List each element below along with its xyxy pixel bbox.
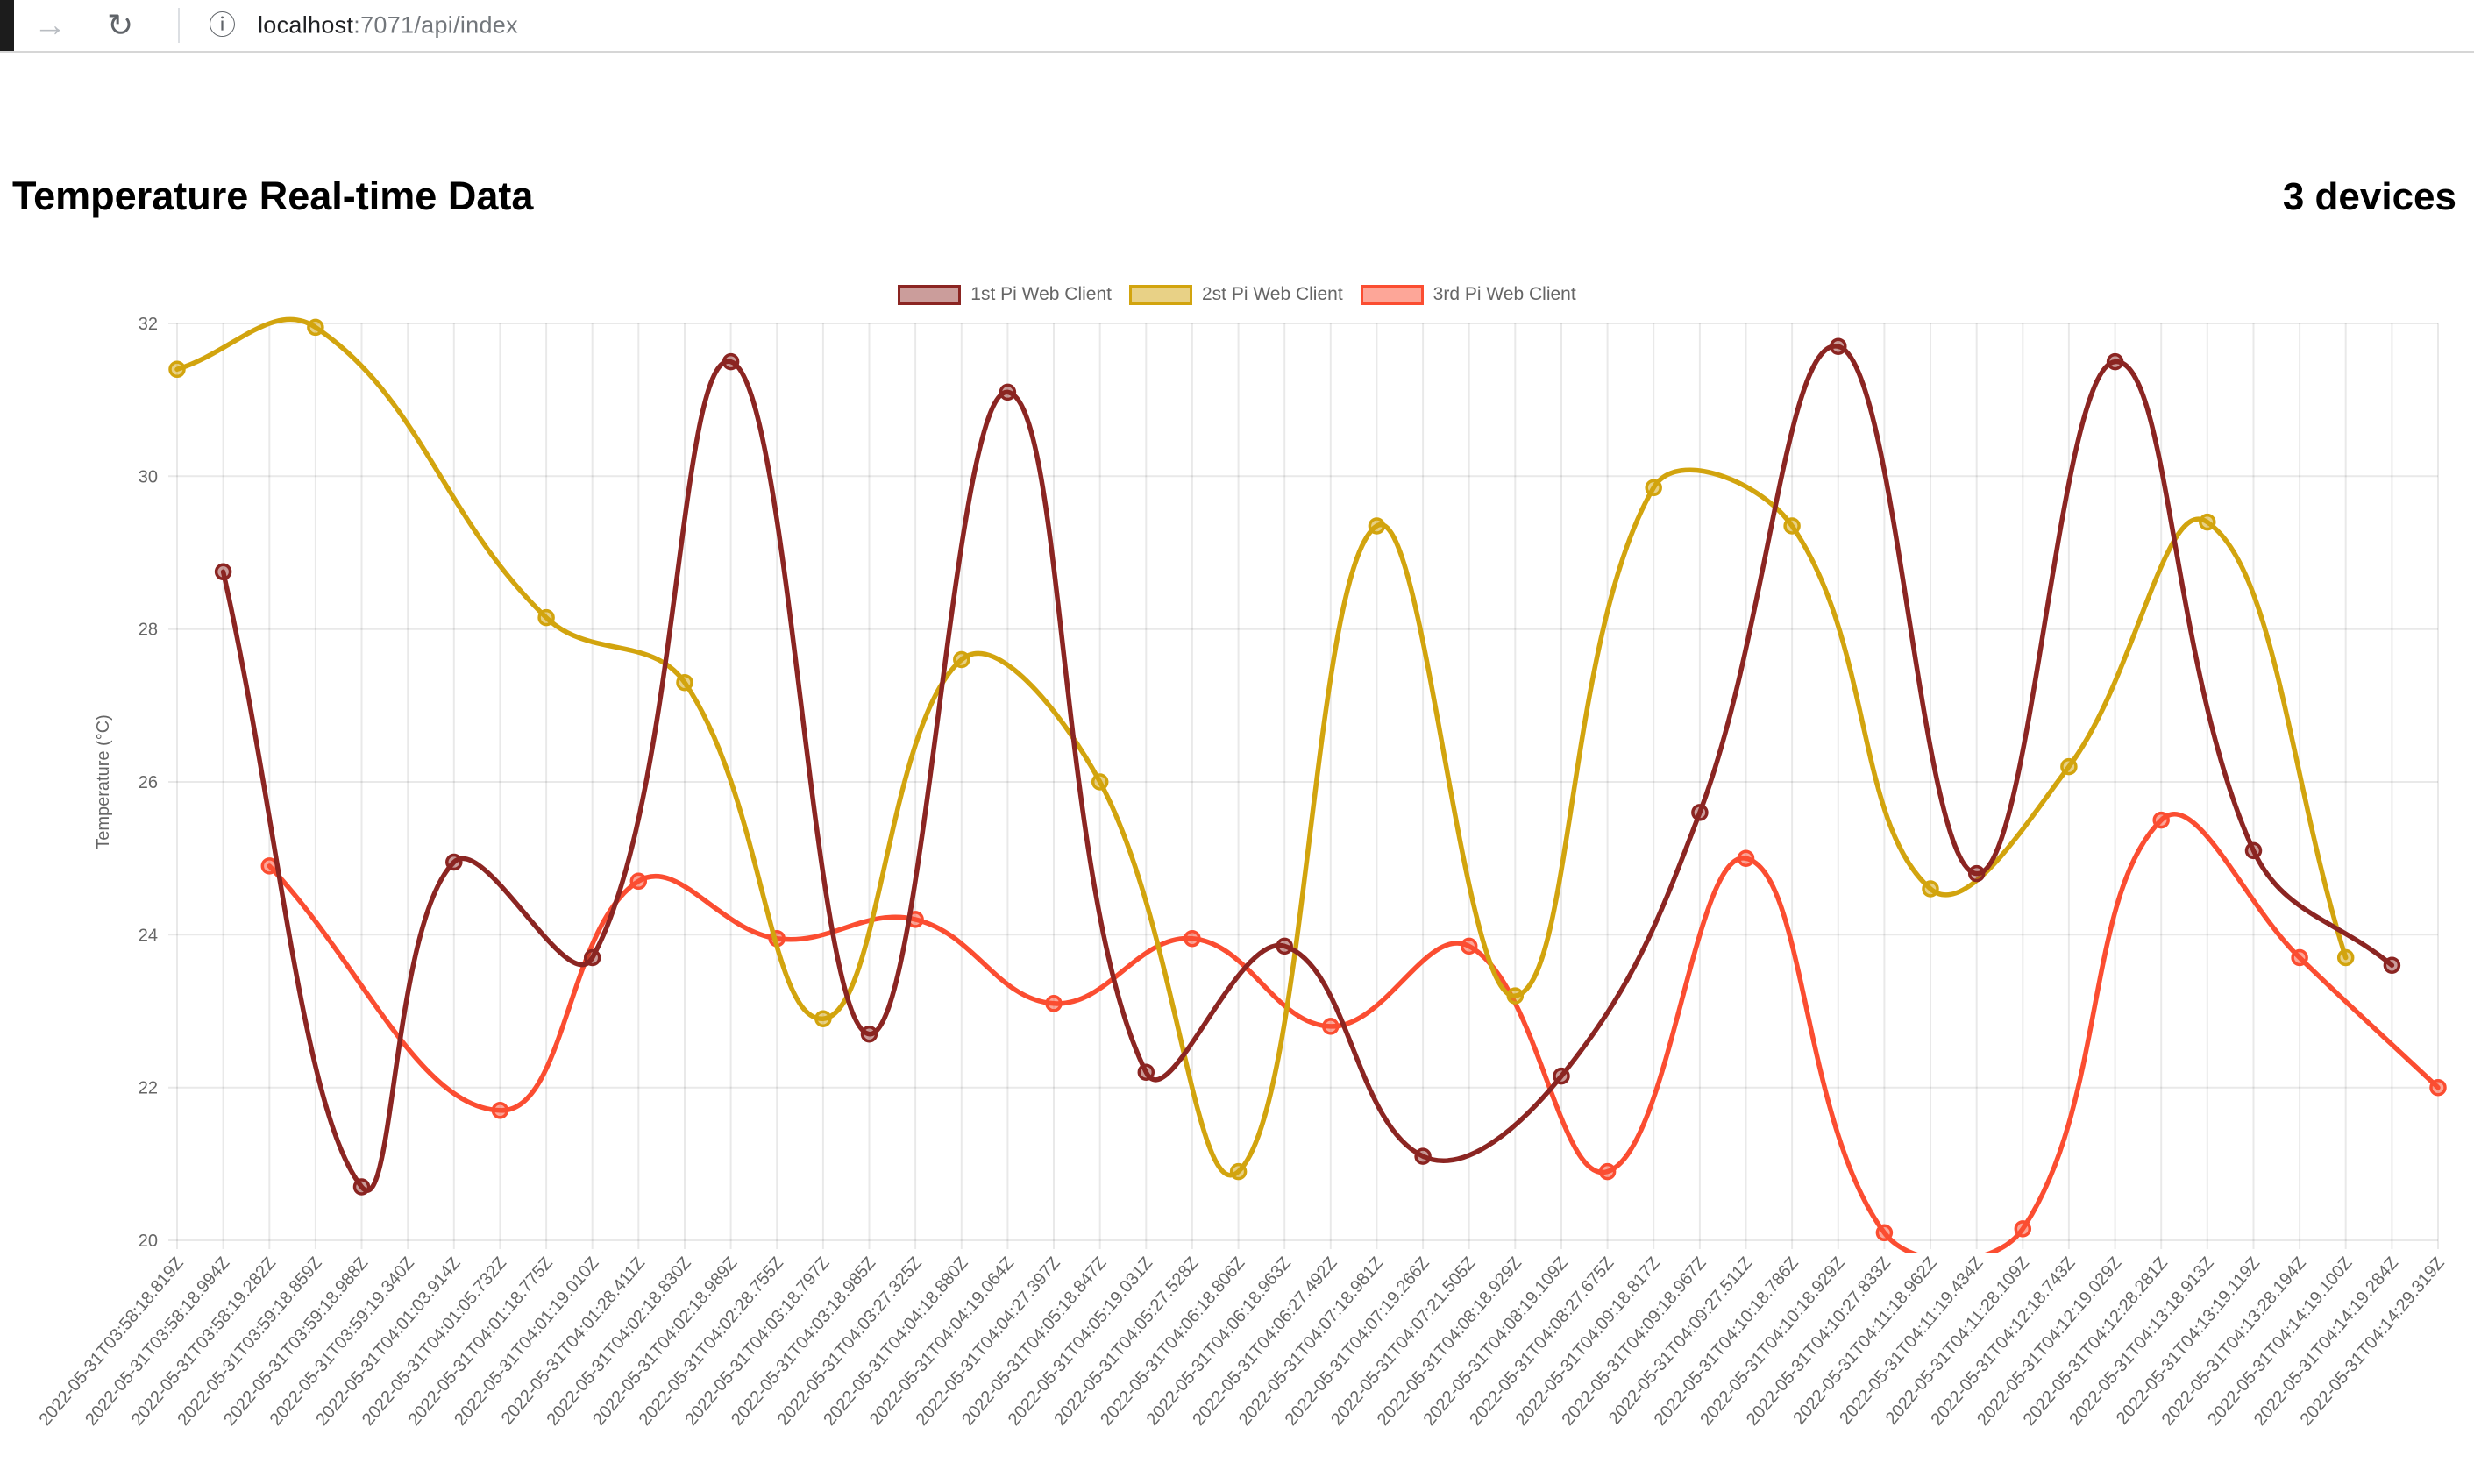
data-point[interactable] <box>2152 811 2170 829</box>
data-point[interactable] <box>2336 948 2355 967</box>
data-point[interactable] <box>214 563 232 581</box>
legend-item[interactable]: 1st Pi Web Client <box>898 284 1112 305</box>
toolbar-divider <box>178 8 180 43</box>
data-point[interactable] <box>307 318 324 337</box>
svg-text:20: 20 <box>139 1232 158 1251</box>
series-line <box>220 344 2395 1193</box>
data-point[interactable] <box>1045 995 1063 1012</box>
legend-swatch <box>1360 284 1424 305</box>
page-header: Temperature Real-time Data 3 devices <box>12 174 2456 219</box>
forward-icon[interactable]: → <box>33 7 67 44</box>
x-axis-tick-labels: 2022-05-31T03:58:18.819Z2022-05-31T03:58… <box>35 1253 2448 1430</box>
data-point[interactable] <box>2383 956 2401 974</box>
svg-text:26: 26 <box>139 773 158 792</box>
legend-swatch <box>898 284 962 305</box>
data-point[interactable] <box>1229 1162 1248 1181</box>
data-point[interactable] <box>1506 987 1525 1005</box>
url-host: localhost <box>258 11 354 39</box>
data-point[interactable] <box>814 1010 832 1027</box>
series-line <box>174 316 2349 1178</box>
data-point[interactable] <box>1783 517 1801 535</box>
data-point[interactable] <box>860 1025 878 1043</box>
data-point[interactable] <box>629 872 648 891</box>
series-3rd-pi-web-client <box>260 811 2447 1253</box>
data-point[interactable] <box>1322 1018 1340 1035</box>
chart-legend: 1st Pi Web Client 2st Pi Web Client 3rd Pi… <box>0 284 2474 305</box>
series-1st-pi-web-client <box>214 337 2401 1196</box>
data-point[interactable] <box>1460 937 1478 955</box>
data-point[interactable] <box>676 673 693 692</box>
data-point[interactable] <box>168 360 186 379</box>
data-point[interactable] <box>537 608 555 627</box>
page-title: Temperature Real-time Data <box>12 174 534 218</box>
window-edge <box>0 0 14 51</box>
data-point[interactable] <box>1137 1063 1155 1081</box>
svg-text:32: 32 <box>139 315 158 334</box>
svg-text:28: 28 <box>139 621 158 640</box>
data-point[interactable] <box>1830 337 1847 355</box>
svg-text:22: 22 <box>139 1079 158 1098</box>
browser-toolbar: → ↻ ⓘ localhost:7071/api/index <box>0 0 2474 53</box>
series-2st-pi-web-client <box>168 316 2355 1181</box>
data-point[interactable] <box>2014 1220 2032 1238</box>
data-point[interactable] <box>1368 517 1386 535</box>
legend-label: 2st Pi Web Client <box>1201 284 1343 304</box>
data-point[interactable] <box>2199 513 2216 531</box>
legend-item[interactable]: 2st Pi Web Client <box>1128 284 1343 305</box>
address-bar[interactable]: localhost:7071/api/index <box>258 11 518 39</box>
y-axis-title: Temperature (°C) <box>94 714 113 849</box>
url-path: :7071/api/index <box>353 11 518 39</box>
data-point[interactable] <box>1598 1162 1617 1181</box>
legend-item[interactable]: 3rd Pi Web Client <box>1360 284 1576 305</box>
data-point[interactable] <box>352 1178 371 1196</box>
data-point[interactable] <box>2060 757 2078 776</box>
legend-label: 1st Pi Web Client <box>970 284 1112 304</box>
data-point[interactable] <box>722 352 740 371</box>
data-point[interactable] <box>999 383 1017 401</box>
device-count: 3 devices <box>2282 175 2456 218</box>
data-point[interactable] <box>1184 929 1201 948</box>
legend-swatch <box>1128 284 1192 305</box>
data-point[interactable] <box>1691 804 1709 821</box>
data-point[interactable] <box>2106 352 2124 371</box>
reload-icon[interactable]: ↻ <box>107 7 134 43</box>
data-point[interactable] <box>2244 841 2263 860</box>
data-point[interactable] <box>1967 864 1986 883</box>
data-point[interactable] <box>1553 1067 1570 1085</box>
data-point[interactable] <box>1922 880 1939 898</box>
data-point[interactable] <box>953 650 970 669</box>
data-point[interactable] <box>1737 849 1755 867</box>
legend-label: 3rd Pi Web Client <box>1433 284 1576 304</box>
svg-text:24: 24 <box>139 926 158 945</box>
data-point[interactable] <box>1645 479 1662 497</box>
data-point[interactable] <box>2291 948 2308 967</box>
data-point[interactable] <box>491 1102 509 1119</box>
data-point[interactable] <box>1276 937 1293 955</box>
data-point[interactable] <box>1875 1224 1894 1242</box>
site-info-icon[interactable]: ⓘ <box>209 10 236 41</box>
data-point[interactable] <box>445 853 463 871</box>
data-point[interactable] <box>583 948 601 967</box>
data-point[interactable] <box>1091 773 1109 791</box>
series-line <box>267 812 2441 1253</box>
data-point[interactable] <box>1414 1147 1432 1165</box>
data-point[interactable] <box>2429 1078 2447 1097</box>
svg-text:30: 30 <box>139 467 158 486</box>
y-axis-tick-labels: 20 22 24 26 28 30 32 <box>139 315 158 1251</box>
